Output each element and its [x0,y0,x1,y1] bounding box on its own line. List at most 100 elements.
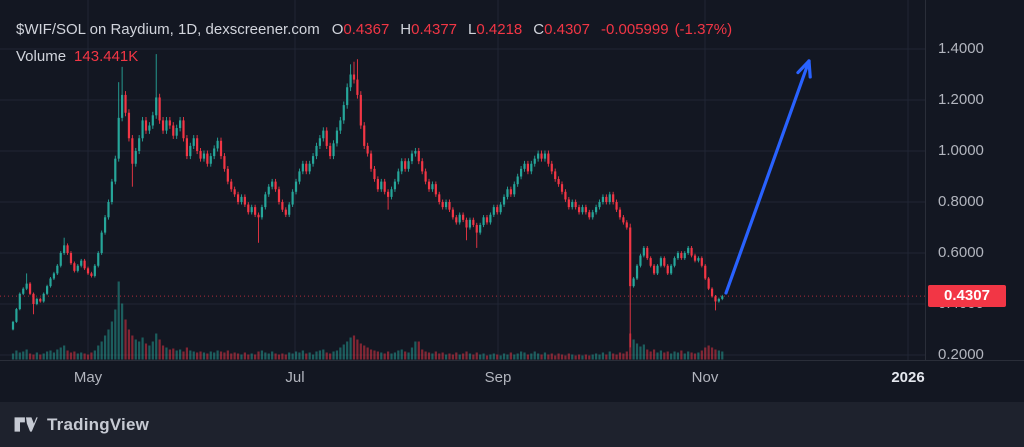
candle-body [615,202,618,210]
price-chart-canvas[interactable] [0,0,1024,402]
volume-bar [642,344,645,360]
candle-body [158,97,161,121]
candle-body [462,214,465,220]
axis-border-layer [0,0,1024,361]
candle-body [458,214,461,223]
candle-body [693,255,697,261]
volume-bar [18,352,21,360]
volume-bar [496,354,499,360]
volume-bar [80,352,83,360]
volume-bar [670,353,673,360]
candle-body [451,209,454,218]
trend-arrow-annotation[interactable] [724,59,812,295]
tradingview-attribution-link[interactable]: TradingView [14,415,149,435]
candle-body [687,247,690,253]
candle-body [468,219,472,228]
volume-bar [717,350,720,360]
volume-bar [571,354,574,360]
volume-bar [25,349,28,360]
candle-body [230,181,233,190]
candle-body [567,199,570,208]
candle-body [196,138,199,151]
volume-bar [250,353,253,360]
volume-bar [625,351,628,360]
volume-bar [554,355,557,360]
volume-bar [574,355,577,360]
candle-body [574,202,577,208]
candle-body [543,153,547,159]
candle-body [315,145,318,157]
volume-bar [318,350,321,360]
candle-body [349,74,352,88]
time-axis[interactable]: May Jul Sep Nov 2026 [0,360,925,402]
candle-body [472,219,475,225]
volume-bar [46,351,49,360]
volume-bar [131,335,134,360]
volume-bar [410,347,414,360]
volume-bar [356,339,359,360]
candle-body [670,265,673,274]
volume-bar [233,352,236,360]
candle-body [46,286,49,294]
volume-bar [710,347,714,360]
volume-bar [676,352,680,360]
time-axis-label: Jul [285,369,305,386]
candle-body [257,214,260,218]
candle-body [311,156,315,164]
candle-body [305,163,308,172]
candle-body [247,204,250,213]
volume-bar [90,352,93,360]
candle-body [35,298,38,304]
volume-bar [373,350,376,360]
candle-body [25,283,28,289]
volume-bar [219,351,223,360]
candle-body [151,115,154,126]
candle-body [97,253,100,266]
volume-bar [144,343,148,360]
volume-bar [598,354,601,360]
candle-body [80,260,83,266]
symbol-title[interactable]: $WIF/SOL on Raydium, 1D, dexscreener.com [16,21,320,38]
candle-body [601,196,605,202]
candle-body [485,217,489,223]
volume-value: 143.441K [74,48,139,65]
candle-body [700,258,703,266]
candle-body [39,298,42,302]
candle-body [509,189,512,195]
volume-bar [69,352,73,360]
candle-body [32,293,35,304]
volume-bar [196,352,199,360]
price-axis[interactable]: 1.40001.20001.00000.80000.60000.40000.20… [938,0,1024,363]
volume-bar [595,353,598,360]
candle-body [635,265,639,279]
volume-bar [612,353,615,360]
candle-body [206,153,209,164]
candle-body [322,130,325,139]
volume-bar [363,345,366,360]
candle-body [652,265,656,274]
volume-bar [284,354,287,360]
volume-bar [721,351,724,360]
volume-bar [230,353,233,360]
candle-body [291,191,294,205]
candle-body [424,171,427,182]
candle-body [250,207,253,213]
volume-bar [530,353,533,360]
candle-body [526,163,530,172]
candle-body [410,153,414,162]
volume-bar [291,353,294,360]
volume-bar [499,355,502,360]
candle-body [404,161,407,169]
volume-bar [332,351,335,360]
candle-body [11,321,15,330]
candle-body [407,161,410,169]
volume-bar [438,353,441,360]
candle-body [346,87,349,106]
candle-body [18,293,21,310]
volume-bar [49,350,52,360]
volume-bar [390,353,393,360]
candle-body [339,120,342,131]
volume-bar [359,343,362,360]
volume-bar [189,350,192,360]
